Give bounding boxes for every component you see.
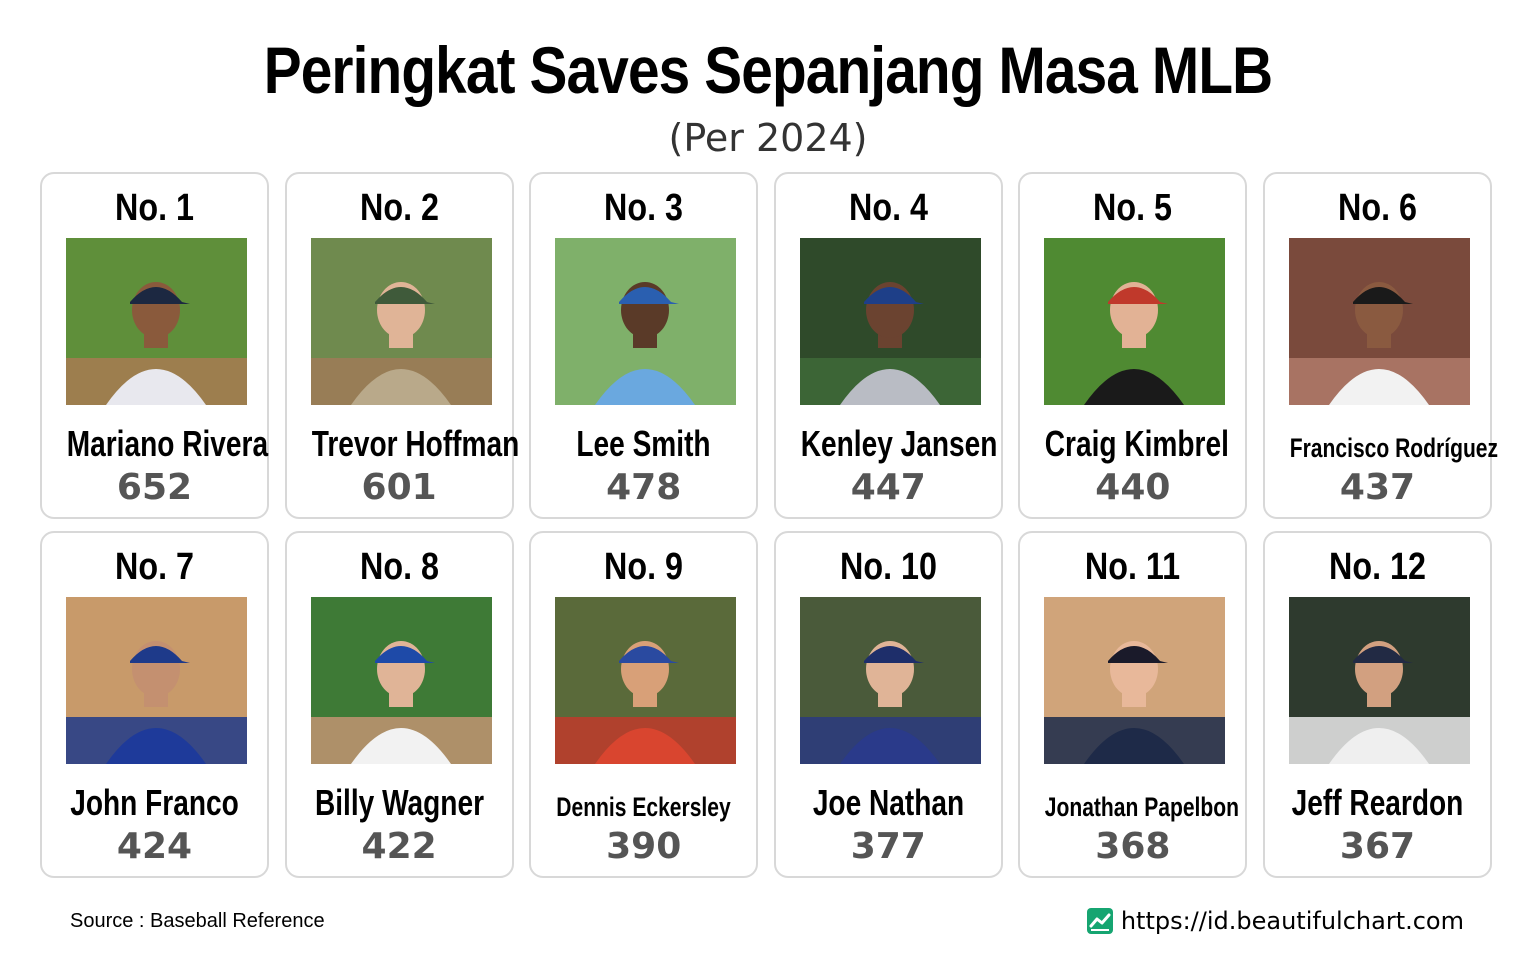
player-rank: No. 4 <box>848 187 928 229</box>
player-rank: No. 6 <box>1337 187 1417 229</box>
player-saves: 437 <box>1339 467 1416 508</box>
player-name: Joe Nathan <box>812 782 964 823</box>
player-grid: No. 1 Mariano Rivera 652 No. 2 Trevor Hoffma… <box>40 172 1499 878</box>
player-name: Dennis Eckersley <box>556 792 731 822</box>
player-card: No. 3 Lee Smith 478 <box>529 172 759 519</box>
player-rank: No. 11 <box>1085 546 1181 588</box>
player-name: Jonathan Papelbon <box>1045 792 1240 822</box>
player-rank: No. 8 <box>359 546 439 588</box>
player-name: John Franco <box>70 782 239 823</box>
site-url[interactable]: https://id.beautifulchart.com <box>1120 907 1464 935</box>
player-rank: No. 3 <box>604 187 684 229</box>
player-name: Jeff Reardon <box>1291 782 1464 823</box>
player-rank: No. 1 <box>115 187 194 229</box>
player-saves: 368 <box>1095 826 1171 867</box>
player-rank: No. 7 <box>115 546 194 588</box>
player-name: Billy Wagner <box>314 782 484 823</box>
player-photo <box>310 597 492 764</box>
player-rank: No. 5 <box>1093 187 1173 229</box>
player-photo <box>1288 238 1470 405</box>
player-name: Kenley Jansen <box>800 423 998 464</box>
player-card: No. 7 John Franco 424 <box>40 531 269 878</box>
player-rank: No. 12 <box>1328 546 1426 588</box>
player-name: Lee Smith <box>576 423 711 464</box>
player-card: No. 1 Mariano Rivera 652 <box>40 172 269 519</box>
player-saves: 447 <box>850 467 926 508</box>
player-card: No. 6 Francisco Rodríguez 437 <box>1262 172 1499 519</box>
player-name: Trevor Hoffman <box>311 423 519 464</box>
player-photo <box>1288 597 1470 764</box>
source-note: Source : Baseball Reference <box>70 910 325 932</box>
player-card: No. 10 Joe Nathan 377 <box>773 531 1003 878</box>
chart-subtitle: (Per 2024) <box>668 116 868 160</box>
player-card: No. 4 Kenley Jansen 447 <box>773 172 1003 519</box>
player-photo <box>555 597 737 764</box>
player-card: No. 2 Trevor Hoffman 601 <box>284 172 519 519</box>
player-name: Francisco Rodríguez <box>1289 433 1499 463</box>
chart-title: Peringkat Saves Sepanjang Masa MLB <box>263 33 1273 107</box>
player-saves: 478 <box>606 467 682 508</box>
player-card: No. 5 Craig Kimbrel 440 <box>1018 172 1248 519</box>
player-photo <box>799 597 981 764</box>
player-rank: No. 9 <box>604 546 684 588</box>
player-photo <box>310 238 492 405</box>
player-card: No. 9 Dennis Eckersley 390 <box>529 531 759 878</box>
player-photo <box>799 238 981 405</box>
player-card: No. 8 Billy Wagner 422 <box>284 531 514 878</box>
player-name: Mariano Rivera <box>66 423 269 464</box>
player-name: Craig Kimbrel <box>1045 423 1230 464</box>
player-saves: 424 <box>116 826 193 867</box>
player-photo <box>1044 238 1226 405</box>
player-card: No. 11 Jonathan Papelbon 368 <box>1018 531 1248 878</box>
player-saves: 601 <box>361 467 437 508</box>
player-saves: 422 <box>361 826 437 867</box>
player-saves: 377 <box>850 826 926 867</box>
player-photo <box>555 238 737 405</box>
player-saves: 652 <box>116 467 193 508</box>
player-photo <box>1044 597 1226 764</box>
player-photo <box>66 238 247 405</box>
player-photo <box>66 597 247 764</box>
player-rank: No. 2 <box>359 187 439 229</box>
player-saves: 367 <box>1339 826 1416 867</box>
player-rank: No. 10 <box>839 546 937 588</box>
site-link[interactable]: https://id.beautifulchart.com <box>1086 906 1464 936</box>
chart-line-icon <box>1086 908 1113 934</box>
player-saves: 390 <box>606 826 682 867</box>
player-card: No. 12 Jeff Reardon 367 <box>1262 531 1492 878</box>
player-saves: 440 <box>1095 467 1171 508</box>
